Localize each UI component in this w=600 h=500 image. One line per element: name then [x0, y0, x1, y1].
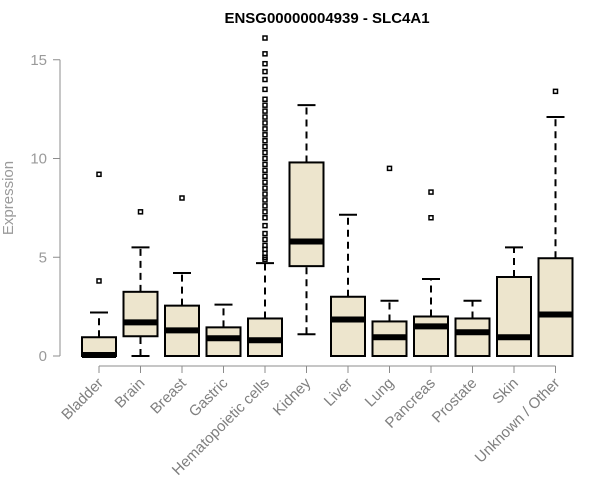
box-group: [247, 35, 283, 358]
outlier-point: [262, 222, 268, 229]
box-group: [496, 246, 532, 357]
box-group: [454, 299, 491, 358]
iqr-box: [413, 315, 449, 357]
x-tick-label: Lung: [362, 375, 398, 411]
chart-title: ENSG00000004939 - SLC4A1: [224, 10, 429, 27]
outlier-point: [262, 203, 268, 209]
outlier-point: [262, 155, 268, 162]
x-tick-label: Bladder: [58, 375, 107, 424]
outlier-point: [262, 68, 268, 75]
outlier-point: [262, 114, 268, 120]
outlier-point: [262, 120, 268, 126]
outlier-point: [179, 195, 185, 201]
outlier-point: [262, 126, 268, 132]
iqr-box: [205, 326, 242, 357]
iqr-box: [288, 161, 325, 268]
outlier-point: [428, 215, 434, 221]
y-axis-label: Expression: [0, 161, 17, 235]
outlier-point: [552, 88, 559, 95]
iqr-box: [496, 276, 532, 357]
outlier-point: [262, 149, 268, 156]
outlier-point: [428, 189, 434, 195]
x-tick-label: Skin: [489, 375, 522, 408]
outlier-point: [262, 185, 268, 191]
x-tick-label: Prostate: [429, 375, 481, 427]
x-tick-label: Kidney: [270, 374, 315, 419]
outlier-point: [262, 191, 268, 197]
outlier-point: [262, 230, 268, 237]
outlier-point: [262, 86, 268, 93]
x-tick-label: Breast: [147, 374, 190, 417]
outlier-point: [262, 143, 268, 150]
box-group: [122, 209, 159, 357]
x-tick-label: Brain: [112, 375, 149, 412]
box-group: [330, 213, 366, 357]
outlier-point: [262, 242, 268, 249]
box-group: [288, 104, 325, 336]
outlier-point: [262, 215, 268, 221]
outlier-point: [262, 96, 268, 102]
outlier-point: [262, 76, 268, 83]
outlier-point: [262, 173, 268, 180]
plot-area: [81, 35, 574, 359]
y-axis: 0 5 10 15: [30, 52, 61, 365]
outlier-point: [262, 60, 268, 67]
x-tick-label: Liver: [321, 375, 356, 410]
outlier-point: [262, 167, 268, 174]
iqr-box: [537, 257, 574, 357]
outlier-point: [262, 236, 268, 243]
outlier-point: [262, 161, 268, 168]
outlier-point: [262, 108, 268, 114]
outlier-point: [137, 209, 144, 215]
y-tick-label: 0: [39, 348, 47, 365]
y-tick-label: 5: [39, 249, 47, 266]
box-group: [413, 189, 449, 357]
iqr-box: [122, 290, 159, 338]
outlier-point: [262, 51, 268, 57]
iqr-box: [330, 295, 366, 357]
outlier-point: [96, 278, 102, 284]
box-group: [371, 165, 408, 357]
outlier-point: [262, 35, 268, 41]
box-group: [81, 171, 117, 359]
outlier-point: [262, 197, 268, 203]
box-group: [537, 88, 574, 357]
outlier-point: [262, 102, 268, 108]
y-tick-label: 10: [30, 151, 47, 168]
outlier-point: [262, 132, 268, 138]
outlier-point: [262, 209, 268, 215]
outlier-point: [262, 137, 268, 144]
outlier-point: [262, 179, 268, 185]
iqr-box: [454, 317, 491, 358]
y-tick-label: 15: [30, 52, 47, 69]
box-group: [164, 195, 200, 358]
box-group: [205, 303, 242, 357]
outlier-point: [386, 165, 393, 172]
outlier-point: [96, 171, 102, 178]
